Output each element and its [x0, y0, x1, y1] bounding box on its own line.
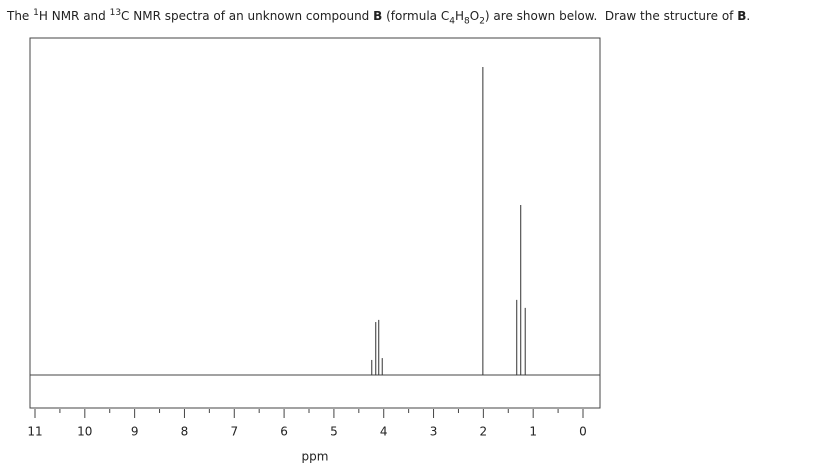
x-tick-label: 6: [280, 425, 288, 439]
question-text: The: [7, 9, 34, 23]
question-text: 1: [33, 8, 39, 18]
plot-frame: [29, 37, 601, 409]
question-text: B: [373, 9, 383, 23]
question-text: C NMR spectra of an unknown compound: [121, 9, 374, 23]
x-tick-label: 10: [77, 425, 92, 439]
x-tick-label: 2: [480, 425, 488, 439]
question-text: .: [746, 9, 751, 23]
x-tick-label: 8: [181, 425, 189, 439]
question-text: (formula C: [382, 9, 450, 23]
question-text: 2: [479, 16, 485, 27]
x-tick-label: 1: [529, 425, 537, 439]
x-axis-label: ppm: [302, 450, 329, 464]
question-text: ) are shown below. Draw the structure of: [484, 9, 738, 23]
question-text: 4: [449, 16, 455, 27]
x-tick-label: 11: [27, 425, 42, 439]
question-text: 13: [109, 8, 122, 18]
question-text: O: [469, 9, 480, 23]
x-tick-label: 9: [131, 425, 139, 439]
x-tick-label: 7: [230, 425, 238, 439]
question-text: H: [454, 9, 464, 23]
x-tick-label: 0: [579, 425, 587, 439]
x-tick-label: 3: [430, 425, 438, 439]
x-tick-label: 5: [330, 425, 338, 439]
question-text: 8: [464, 16, 470, 27]
x-tick-label: 4: [380, 425, 388, 439]
question-text: B: [737, 9, 747, 23]
question: The 1H NMR and 13C NMR spectra of an unk…: [7, 8, 750, 26]
question-text: H NMR and: [38, 9, 110, 23]
